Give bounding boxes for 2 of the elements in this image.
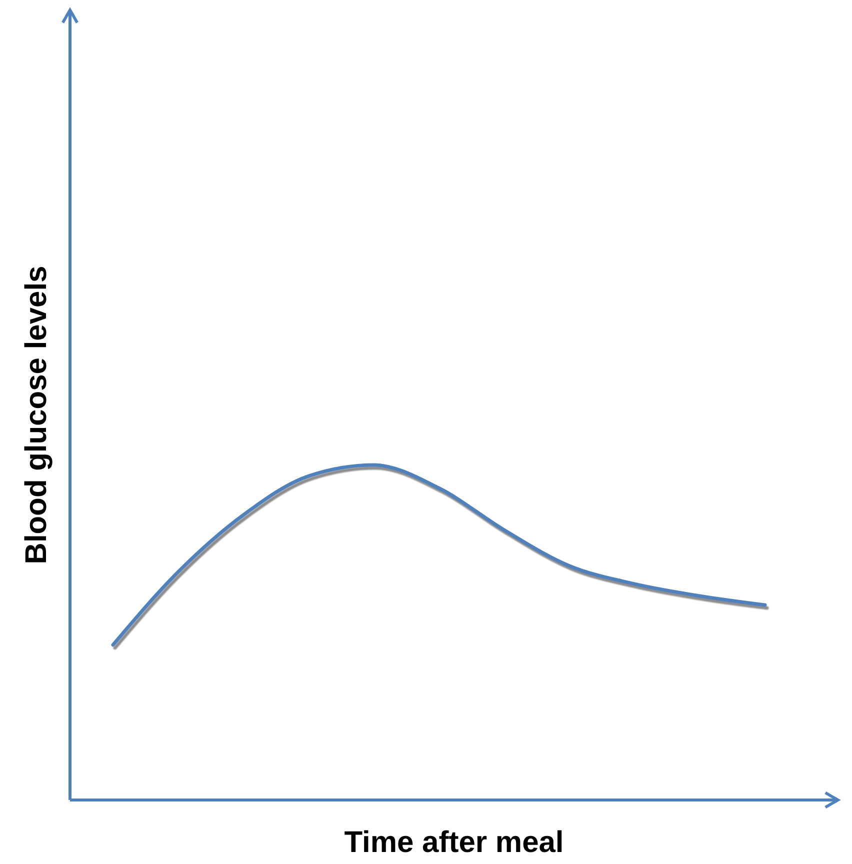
y-axis-title: Blood glucose levels: [20, 266, 53, 564]
x-axis-title: Time after meal: [344, 826, 564, 859]
